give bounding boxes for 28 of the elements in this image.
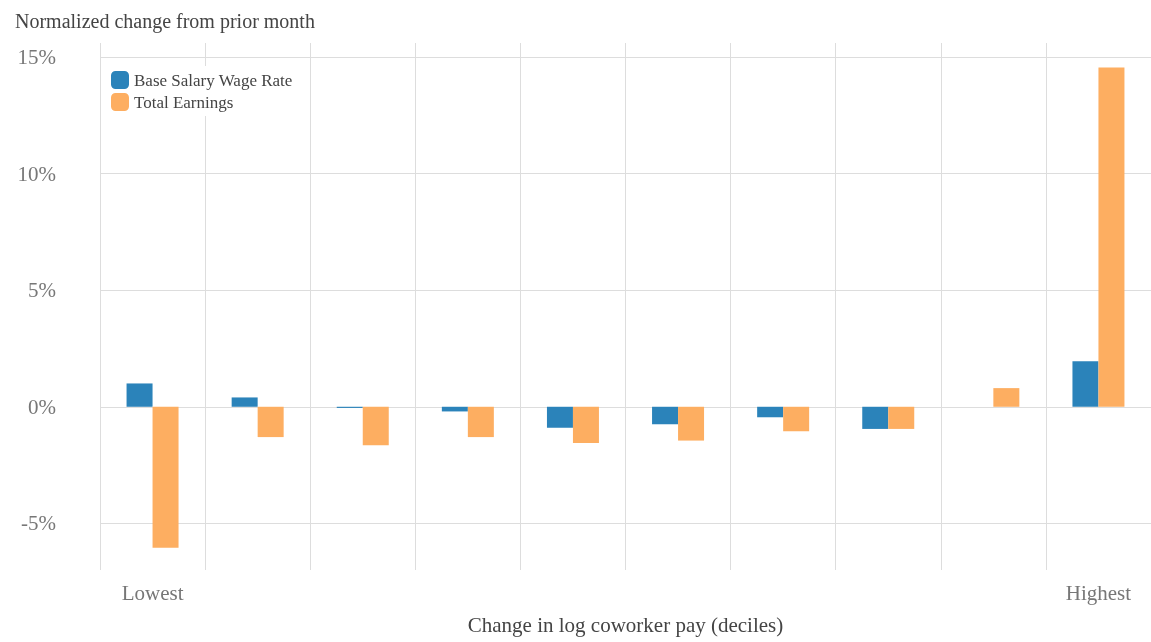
bar — [257, 406, 284, 438]
bar — [546, 406, 573, 428]
bar — [152, 406, 179, 548]
bar — [783, 406, 810, 432]
y-tick-label: -5% — [21, 511, 56, 536]
bar — [126, 383, 153, 407]
y-tick-label: 10% — [17, 161, 56, 186]
bar — [862, 406, 889, 429]
bar — [757, 406, 784, 418]
bar — [888, 406, 915, 429]
y-tick-label: 5% — [28, 278, 56, 303]
bar — [467, 406, 494, 438]
x-tick-label: Lowest — [121, 580, 184, 605]
y-tick-label: 0% — [28, 394, 56, 419]
bar — [572, 406, 599, 443]
bar — [1072, 361, 1099, 407]
bar — [678, 406, 705, 441]
bar — [1098, 67, 1125, 407]
x-tick-label: Highest — [1065, 580, 1132, 605]
y-tick-label: 15% — [17, 44, 56, 69]
bar — [231, 397, 258, 407]
bar — [362, 406, 389, 446]
legend-label: Total Earnings — [134, 92, 234, 112]
chart-title: Normalized change from prior month — [15, 10, 315, 33]
x-axis-title: Change in log coworker pay (deciles) — [467, 612, 784, 637]
legend-label: Base Salary Wage Rate — [134, 70, 293, 90]
bar — [652, 406, 679, 425]
bar — [993, 388, 1020, 407]
